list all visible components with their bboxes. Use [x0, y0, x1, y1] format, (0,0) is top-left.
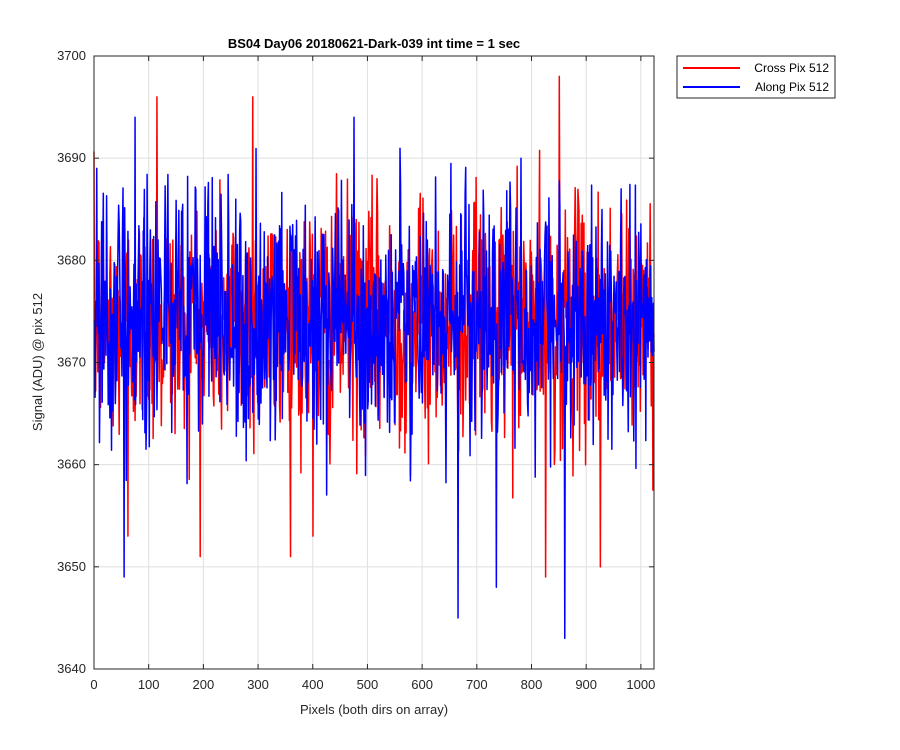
- series-line-along: [93, 116, 655, 640]
- legend-box: [676, 55, 836, 99]
- y-tick-label: 3650: [57, 559, 86, 574]
- ticks: [93, 55, 654, 670]
- x-tick-label: 700: [466, 677, 488, 692]
- x-tick-label: 900: [575, 677, 597, 692]
- x-axis-label: Pixels (both dirs on array): [300, 702, 448, 717]
- y-tick-label: 3680: [57, 252, 86, 267]
- x-tick-label: 0: [90, 677, 97, 692]
- x-tick-label: 100: [138, 677, 160, 692]
- legend-label-cross: Cross Pix 512: [754, 61, 829, 75]
- y-tick-label: 3700: [57, 48, 86, 63]
- y-tick-label: 3660: [57, 457, 86, 472]
- x-tick-label: 200: [193, 677, 215, 692]
- legend: Cross Pix 512 Along Pix 512: [676, 55, 836, 99]
- chart-title: BS04 Day06 20180621-Dark-039 int time = …: [228, 36, 520, 51]
- y-tick-labels: 3640 3650 3660 3670 3680 3690 3700: [57, 48, 86, 676]
- x-tick-label: 800: [521, 677, 543, 692]
- y-tick-label: 3690: [57, 150, 86, 165]
- x-tick-label: 1000: [626, 677, 655, 692]
- series-layer: [93, 75, 655, 640]
- x-tick-labels: 0 100 200 300 400 500 600 700 800 900 1000: [90, 677, 655, 692]
- x-tick-label: 300: [247, 677, 269, 692]
- y-axis-label: Signal (ADU) @ pix 512: [30, 293, 45, 431]
- legend-label-along: Along Pix 512: [755, 80, 829, 94]
- x-tick-label: 600: [411, 677, 433, 692]
- x-tick-label: 500: [357, 677, 379, 692]
- y-tick-label: 3670: [57, 355, 86, 370]
- y-tick-label: 3640: [57, 661, 86, 676]
- x-tick-label: 400: [302, 677, 324, 692]
